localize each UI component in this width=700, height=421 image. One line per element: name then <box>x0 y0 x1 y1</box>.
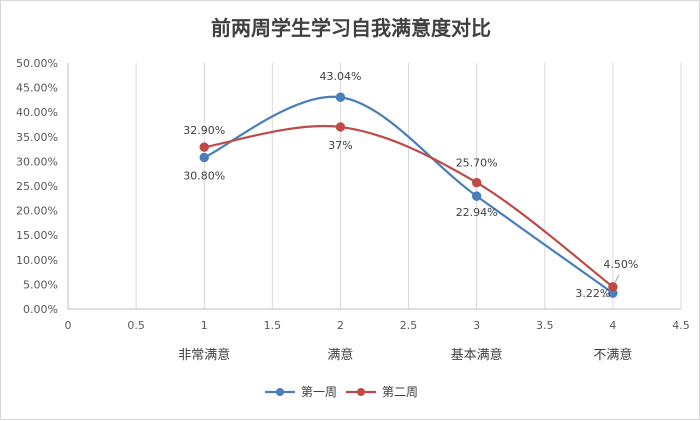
x-tick-label: 0.5 <box>127 319 145 332</box>
x-tick-label: 2.5 <box>400 319 418 332</box>
legend-swatch-marker <box>276 388 284 396</box>
y-tick-label: 20.00% <box>16 205 58 218</box>
legend-label: 第二周 <box>382 385 418 399</box>
data-label: 3.22% <box>575 287 610 300</box>
series-1: 30.80% 43.04% 22.94% 3.22% <box>183 70 618 300</box>
data-label: 37% <box>328 139 352 152</box>
legend-item: 第一周 <box>265 385 337 399</box>
data-label: 32.90% <box>183 124 225 137</box>
y-tick-label: 35.00% <box>16 131 58 144</box>
legend-item: 第二周 <box>346 385 418 399</box>
series-group: 30.80% 43.04% 22.94% 3.22% 32.90% 37% 25.70% 4.… <box>183 70 638 300</box>
x-tick-label: 1.5 <box>264 319 282 332</box>
leader-line <box>614 274 620 284</box>
data-label: 22.94% <box>456 206 498 219</box>
legend: 第一周 第二周 <box>265 385 418 399</box>
y-tick-label: 45.00% <box>16 82 58 95</box>
leader-line <box>602 294 610 298</box>
x-tick-label: 2 <box>337 319 344 332</box>
category-label: 基本满意 <box>451 347 503 363</box>
series-2: 32.90% 37% 25.70% 4.50% <box>183 122 638 292</box>
axes <box>67 63 681 310</box>
series-line <box>203 95 614 295</box>
chart-title: 前两周学生学习自我满意度对比 <box>211 16 491 40</box>
x-tick-labels: 0 0.5 1 1.5 2 2.5 3 3.5 4 4.5 <box>65 319 690 332</box>
category-label: 非常满意 <box>178 347 230 363</box>
x-tick-label: 4.5 <box>672 319 690 332</box>
category-label: 不满意 <box>593 347 632 363</box>
data-point <box>199 152 209 163</box>
y-tick-labels: 0.00% 5.00% 10.00% 15.00% 20.00% 25.00% 30.00%… <box>16 57 58 316</box>
y-tick-label: 15.00% <box>16 229 58 242</box>
data-label: 4.50% <box>603 258 638 271</box>
category-label: 满意 <box>327 347 353 363</box>
x-tick-label: 4 <box>609 319 616 332</box>
x-tick-label: 3.5 <box>536 319 554 332</box>
x-tick-label: 1 <box>201 319 208 332</box>
data-label: 25.70% <box>456 157 498 170</box>
y-tick-label: 5.00% <box>23 278 58 291</box>
leader-lines <box>602 274 620 298</box>
data-point <box>335 92 346 102</box>
data-point <box>471 191 482 201</box>
y-tick-label: 0.00% <box>23 303 58 316</box>
category-labels: 非常满意 满意 基本满意 不满意 <box>178 347 632 363</box>
y-tick-label: 40.00% <box>16 106 58 119</box>
x-tick-label: 0 <box>65 319 72 332</box>
data-point <box>471 177 482 188</box>
y-tick-label: 50.00% <box>16 57 58 70</box>
gridlines <box>135 63 682 309</box>
data-point <box>335 122 346 132</box>
data-label: 43.04% <box>319 70 361 83</box>
y-tick-label: 25.00% <box>16 180 58 193</box>
series-line <box>204 124 614 288</box>
y-tick-label: 10.00% <box>16 254 58 267</box>
x-tick-label: 3 <box>473 319 480 332</box>
data-point <box>199 142 209 152</box>
legend-swatch-marker <box>357 388 365 396</box>
y-tick-label: 30.00% <box>16 155 58 168</box>
data-label: 30.80% <box>183 169 225 182</box>
data-point <box>608 282 618 292</box>
legend-label: 第一周 <box>301 385 337 399</box>
